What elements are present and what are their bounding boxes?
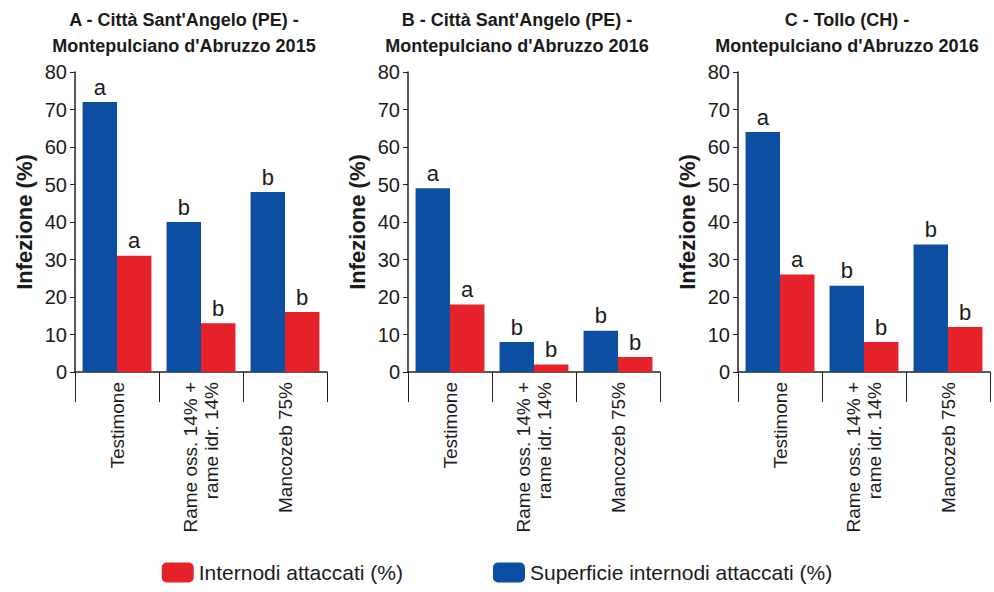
svg-text:40: 40 <box>45 211 67 233</box>
svg-text:a: a <box>461 277 474 302</box>
svg-text:0: 0 <box>56 361 67 383</box>
svg-text:80: 80 <box>378 61 400 83</box>
svg-text:70: 70 <box>45 99 67 121</box>
svg-text:a: a <box>128 228 141 253</box>
svg-text:a: a <box>427 161 440 186</box>
svg-text:Testimone: Testimone <box>770 382 791 469</box>
svg-text:a: a <box>791 247 804 272</box>
svg-text:40: 40 <box>378 211 400 233</box>
svg-text:Rame oss. 14% +: Rame oss. 14% + <box>513 382 534 533</box>
svg-text:50: 50 <box>45 174 67 196</box>
svg-text:a: a <box>94 75 107 100</box>
svg-text:b: b <box>875 315 887 340</box>
svg-text:Mancozeb 75%: Mancozeb 75% <box>608 382 629 513</box>
svg-text:30: 30 <box>45 249 67 271</box>
svg-text:10: 10 <box>378 324 400 346</box>
svg-text:Internodi attaccati (%): Internodi attaccati (%) <box>199 561 403 584</box>
svg-text:b: b <box>595 303 607 328</box>
svg-text:0: 0 <box>389 361 400 383</box>
svg-text:rame idr. 14%: rame idr. 14% <box>201 382 222 499</box>
svg-text:A - Città Sant'Angelo (PE) -: A - Città Sant'Angelo (PE) - <box>69 10 299 30</box>
svg-text:b: b <box>262 165 274 190</box>
svg-text:Mancozeb 75%: Mancozeb 75% <box>938 382 959 513</box>
svg-text:Rame oss. 14% +: Rame oss. 14% + <box>843 382 864 533</box>
svg-text:10: 10 <box>708 324 730 346</box>
svg-text:Montepulciano d'Abruzzo 2016: Montepulciano d'Abruzzo 2016 <box>715 36 978 56</box>
svg-text:60: 60 <box>708 136 730 158</box>
svg-text:Infezione (%): Infezione (%) <box>345 154 370 290</box>
svg-text:b: b <box>959 300 971 325</box>
svg-text:Rame oss. 14% +: Rame oss. 14% + <box>180 382 201 533</box>
svg-text:60: 60 <box>378 136 400 158</box>
svg-text:20: 20 <box>45 286 67 308</box>
svg-text:20: 20 <box>378 286 400 308</box>
svg-text:10: 10 <box>45 324 67 346</box>
svg-text:b: b <box>178 195 190 220</box>
svg-text:0: 0 <box>719 361 730 383</box>
svg-text:Montepulciano d'Abruzzo 2016: Montepulciano d'Abruzzo 2016 <box>385 36 648 56</box>
svg-text:b: b <box>511 315 523 340</box>
svg-text:Mancozeb 75%: Mancozeb 75% <box>275 382 296 513</box>
svg-text:C - Tollo (CH) -: C - Tollo (CH) - <box>785 10 910 30</box>
svg-text:a: a <box>757 105 770 130</box>
svg-text:b: b <box>545 337 557 362</box>
svg-text:b: b <box>629 330 641 355</box>
svg-text:b: b <box>296 285 308 310</box>
svg-text:b: b <box>925 217 937 242</box>
svg-text:Montepulciano d'Abruzzo 2015: Montepulciano d'Abruzzo 2015 <box>52 36 315 56</box>
svg-text:rame idr. 14%: rame idr. 14% <box>864 382 885 499</box>
svg-text:rame idr. 14%: rame idr. 14% <box>534 382 555 499</box>
svg-text:70: 70 <box>708 99 730 121</box>
svg-text:80: 80 <box>708 61 730 83</box>
svg-text:b: b <box>212 296 224 321</box>
svg-text:Infezione (%): Infezione (%) <box>12 154 37 290</box>
svg-text:60: 60 <box>45 136 67 158</box>
svg-text:Testimone: Testimone <box>107 382 128 469</box>
svg-text:b: b <box>841 258 853 283</box>
svg-text:50: 50 <box>378 174 400 196</box>
svg-text:20: 20 <box>708 286 730 308</box>
svg-text:70: 70 <box>378 99 400 121</box>
svg-text:B - Città Sant'Angelo (PE) -: B - Città Sant'Angelo (PE) - <box>402 10 632 30</box>
svg-text:Infezione (%): Infezione (%) <box>675 154 700 290</box>
svg-text:30: 30 <box>378 249 400 271</box>
svg-text:Testimone: Testimone <box>440 382 461 469</box>
svg-text:40: 40 <box>708 211 730 233</box>
svg-text:80: 80 <box>45 61 67 83</box>
svg-text:30: 30 <box>708 249 730 271</box>
svg-text:50: 50 <box>708 174 730 196</box>
svg-text:Superficie internodi attaccati: Superficie internodi attaccati (%) <box>530 561 832 584</box>
